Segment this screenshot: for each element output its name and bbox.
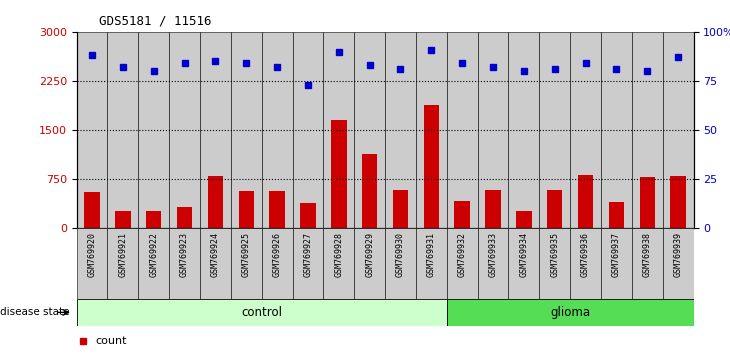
Bar (362, 154, 377, 228)
Bar (578, 175, 593, 228)
FancyBboxPatch shape (509, 228, 539, 299)
Bar (639, 177, 655, 228)
Bar (393, 190, 408, 228)
Text: GSM769927: GSM769927 (304, 232, 312, 277)
FancyBboxPatch shape (416, 228, 447, 299)
Bar (663, 32, 694, 228)
FancyBboxPatch shape (231, 228, 262, 299)
Text: GSM769928: GSM769928 (334, 232, 343, 277)
Bar (509, 32, 539, 228)
Bar (208, 176, 223, 228)
Bar (423, 105, 439, 228)
FancyBboxPatch shape (447, 228, 477, 299)
Text: GSM769931: GSM769931 (427, 232, 436, 277)
Bar (570, 32, 601, 228)
FancyBboxPatch shape (107, 228, 138, 299)
FancyBboxPatch shape (138, 228, 169, 299)
Bar (455, 201, 470, 228)
Bar (516, 211, 531, 228)
FancyBboxPatch shape (477, 228, 509, 299)
Text: GSM769932: GSM769932 (458, 232, 466, 277)
Text: glioma: glioma (550, 306, 590, 319)
Text: GSM769936: GSM769936 (581, 232, 590, 277)
Bar (177, 207, 192, 228)
Bar (115, 211, 131, 228)
Bar (300, 203, 315, 228)
FancyBboxPatch shape (385, 228, 416, 299)
Text: GSM769933: GSM769933 (488, 232, 498, 277)
Text: disease state: disease state (0, 307, 69, 318)
FancyBboxPatch shape (323, 228, 354, 299)
Bar (416, 32, 447, 228)
Text: GSM769925: GSM769925 (242, 232, 251, 277)
FancyBboxPatch shape (539, 228, 570, 299)
FancyBboxPatch shape (77, 228, 107, 299)
Bar (485, 190, 501, 228)
Text: GSM769924: GSM769924 (211, 232, 220, 277)
FancyBboxPatch shape (262, 228, 293, 299)
FancyBboxPatch shape (631, 228, 663, 299)
Text: GSM769935: GSM769935 (550, 232, 559, 277)
Bar (85, 192, 100, 228)
Bar (239, 191, 254, 228)
Text: GSM769930: GSM769930 (396, 232, 405, 277)
FancyBboxPatch shape (570, 228, 601, 299)
Text: GSM769922: GSM769922 (149, 232, 158, 277)
FancyBboxPatch shape (663, 228, 694, 299)
Bar (477, 32, 508, 228)
Bar (631, 32, 663, 228)
Bar (77, 32, 107, 228)
Text: GSM769920: GSM769920 (88, 232, 96, 277)
Bar (269, 191, 285, 228)
Bar (354, 32, 385, 228)
Text: GSM769926: GSM769926 (272, 232, 282, 277)
Bar (146, 211, 161, 228)
Bar (609, 202, 624, 228)
Bar (262, 32, 293, 228)
Bar (293, 32, 323, 228)
FancyBboxPatch shape (200, 228, 231, 299)
Text: control: control (241, 306, 283, 319)
Bar (547, 190, 562, 228)
Text: GSM769929: GSM769929 (365, 232, 374, 277)
FancyBboxPatch shape (447, 299, 694, 326)
Text: GDS5181 / 11516: GDS5181 / 11516 (99, 14, 211, 27)
FancyBboxPatch shape (354, 228, 385, 299)
FancyBboxPatch shape (169, 228, 200, 299)
Bar (447, 32, 477, 228)
Bar (385, 32, 416, 228)
Text: GSM769937: GSM769937 (612, 232, 621, 277)
Bar (169, 32, 200, 228)
Bar (670, 176, 685, 228)
Text: GSM769934: GSM769934 (519, 232, 529, 277)
Text: GSM769923: GSM769923 (180, 232, 189, 277)
Bar (539, 32, 570, 228)
Bar (601, 32, 631, 228)
FancyBboxPatch shape (293, 228, 323, 299)
Text: count: count (95, 336, 127, 346)
Bar (138, 32, 169, 228)
Bar (331, 120, 347, 228)
Bar (107, 32, 138, 228)
FancyBboxPatch shape (601, 228, 631, 299)
Text: GSM769939: GSM769939 (674, 232, 683, 277)
Text: GSM769921: GSM769921 (118, 232, 128, 277)
Bar (323, 32, 354, 228)
Bar (200, 32, 231, 228)
Bar (231, 32, 261, 228)
Text: GSM769938: GSM769938 (642, 232, 652, 277)
FancyBboxPatch shape (77, 299, 447, 326)
